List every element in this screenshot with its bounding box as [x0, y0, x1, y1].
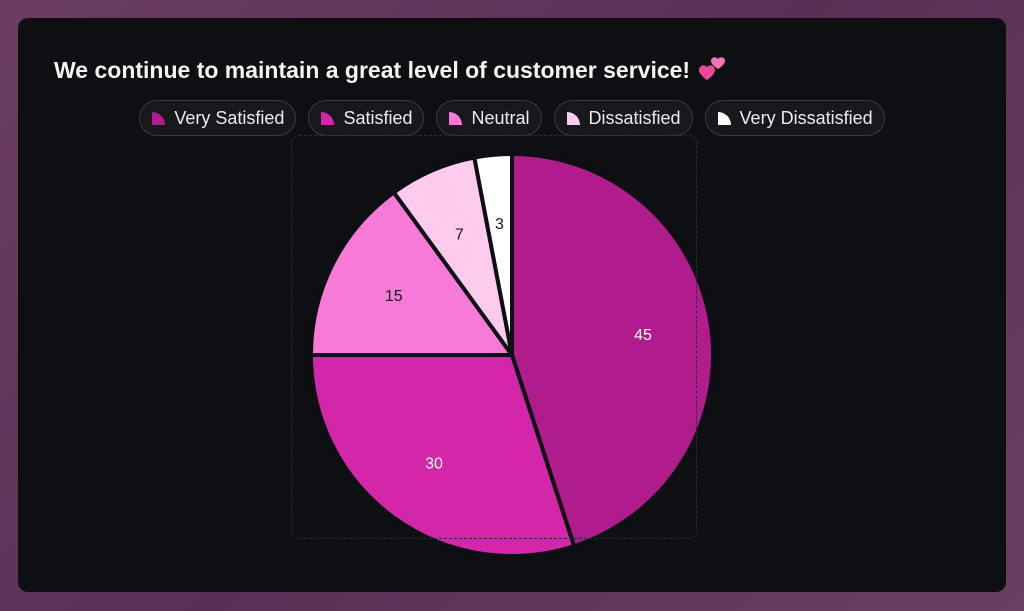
legend-item[interactable]: Very Satisfied — [139, 100, 297, 136]
legend-swatch-icon — [717, 111, 731, 125]
legend-item[interactable]: Satisfied — [308, 100, 425, 136]
legend-swatch-icon — [566, 111, 580, 125]
legend-item[interactable]: Neutral — [436, 100, 542, 136]
chart-title: We continue to maintain a great level of… — [54, 56, 728, 84]
pie-slice[interactable] — [510, 152, 715, 549]
legend-swatch-icon — [152, 111, 166, 125]
legend-label: Very Dissatisfied — [739, 107, 873, 128]
legend-item[interactable]: Dissatisfied — [553, 100, 693, 136]
slice-data-label: 3 — [495, 216, 504, 233]
chart-title-text: We continue to maintain a great level of… — [54, 56, 691, 83]
chart-legend: Very Satisfied Satisfied Neutral Dissatisfi… — [18, 100, 1006, 136]
pie-slice[interactable] — [309, 190, 514, 357]
legend-swatch-icon — [321, 111, 335, 125]
pie-slice[interactable] — [309, 353, 577, 558]
legend-swatch-icon — [449, 111, 463, 125]
legend-label: Dissatisfied — [588, 107, 681, 128]
slice-data-label: 15 — [385, 288, 403, 305]
slice-data-label: 30 — [425, 455, 443, 472]
legend-label: Satisfied — [343, 107, 413, 128]
pie-slice[interactable] — [472, 152, 514, 357]
slice-data-label: 45 — [634, 327, 652, 344]
slice-data-label: 7 — [455, 226, 464, 243]
legend-label: Neutral — [471, 107, 530, 128]
legend-item[interactable]: Very Dissatisfied — [704, 100, 885, 136]
two-hearts-icon — [699, 57, 726, 80]
legend-label: Very Satisfied — [174, 107, 285, 128]
